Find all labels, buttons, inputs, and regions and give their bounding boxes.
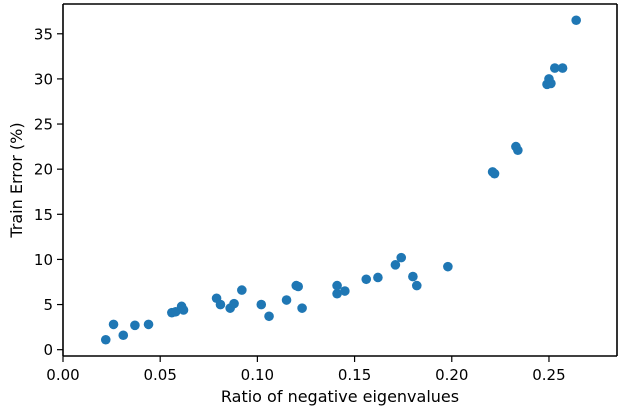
data-point <box>332 280 342 291</box>
data-point <box>237 285 247 295</box>
x-axis-label: Ratio of negative eigenvalues <box>221 387 459 406</box>
x-axis-ticks: 0.00 0.05 0.10 0.15 0.20 0.25 <box>46 356 566 384</box>
x-tick-label: 0.05 <box>143 366 176 384</box>
y-tick-label: 25 <box>34 116 53 134</box>
data-point <box>411 280 422 291</box>
data-point <box>408 271 418 282</box>
x-tick-label: 0.20 <box>435 366 468 384</box>
data-point <box>373 272 383 283</box>
data-point <box>178 305 189 315</box>
y-tick-label: 5 <box>43 296 53 314</box>
data-point <box>332 288 342 299</box>
data-point <box>118 330 129 341</box>
y-tick-label: 10 <box>34 251 53 269</box>
y-tick-label: 15 <box>34 206 53 224</box>
x-tick-label: 0.10 <box>241 366 274 384</box>
data-point <box>340 286 350 296</box>
data-point <box>390 260 401 270</box>
data-point <box>293 281 304 292</box>
data-point <box>297 303 307 313</box>
data-point <box>396 252 407 263</box>
data-point <box>143 319 154 330</box>
y-tick-label: 20 <box>34 161 53 179</box>
scatter-points <box>100 15 581 345</box>
data-point <box>256 299 267 310</box>
y-tick-label: 35 <box>34 25 53 43</box>
y-axis-label: Train Error (%) <box>7 122 26 238</box>
data-point <box>550 63 560 73</box>
data-point <box>571 15 581 26</box>
data-point <box>215 299 226 310</box>
y-axis-ticks: 0 5 10 15 20 25 30 35 <box>34 25 63 359</box>
data-point <box>513 145 523 156</box>
y-tick-label: 30 <box>34 70 53 88</box>
data-point <box>281 295 292 305</box>
x-tick-label: 0.25 <box>532 366 565 384</box>
x-tick-label: 0.00 <box>46 366 79 384</box>
data-point <box>557 63 568 73</box>
data-point <box>229 298 239 309</box>
data-point <box>361 274 372 285</box>
data-point <box>100 334 111 345</box>
axes <box>62 3 618 357</box>
data-point <box>264 311 274 322</box>
data-point <box>443 261 453 272</box>
data-point <box>108 319 119 330</box>
x-tick-label: 0.15 <box>338 366 371 384</box>
data-point <box>489 168 500 179</box>
y-tick-label: 0 <box>43 341 53 359</box>
data-point <box>546 78 556 89</box>
data-point <box>130 320 140 331</box>
